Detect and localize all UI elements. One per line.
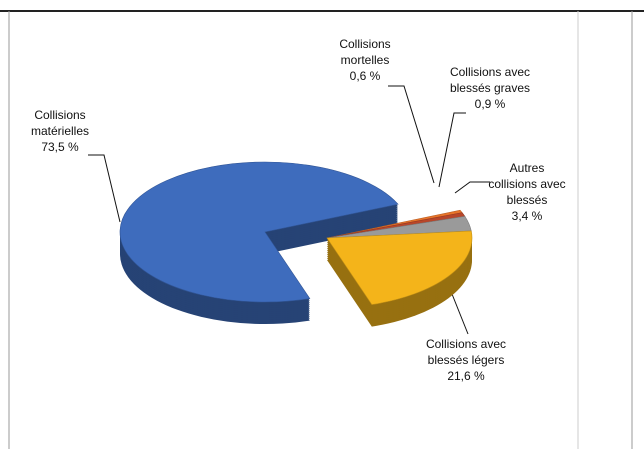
slice-label: Collisions matérielles 73,5 % [10, 107, 110, 155]
value-label: 0,9 % [474, 97, 506, 111]
value-label: 0,6 % [349, 69, 381, 83]
category-label: Collisions avec blessés graves [449, 65, 531, 95]
leader-line [451, 293, 469, 335]
value-label: 21,6 % [447, 369, 485, 383]
value-label: 3,4 % [511, 209, 543, 223]
slice [326, 230, 473, 305]
value-label: 73,5 % [41, 140, 79, 154]
slice-label: Collisions mortelles 0,6 % [325, 36, 405, 84]
leader-line [88, 154, 121, 223]
top-band [0, 0, 644, 11]
category-label: Collisions mortelles [339, 37, 391, 67]
slice-label: Autres collisions avec blessés 3,4 % [484, 160, 570, 224]
leader-line [438, 112, 466, 188]
leader-line [388, 85, 435, 184]
leader-line [454, 181, 490, 194]
slice-label: Collisions avec blessés graves 0,9 % [434, 64, 546, 112]
category-label: Collisions matérielles [30, 108, 90, 138]
category-label: Collisions avec blessés légers [425, 337, 507, 367]
slice-label: Collisions avec blessés légers 21,6 % [408, 336, 524, 384]
category-label: Autres collisions avec blessés [488, 161, 566, 207]
slice [119, 161, 399, 303]
